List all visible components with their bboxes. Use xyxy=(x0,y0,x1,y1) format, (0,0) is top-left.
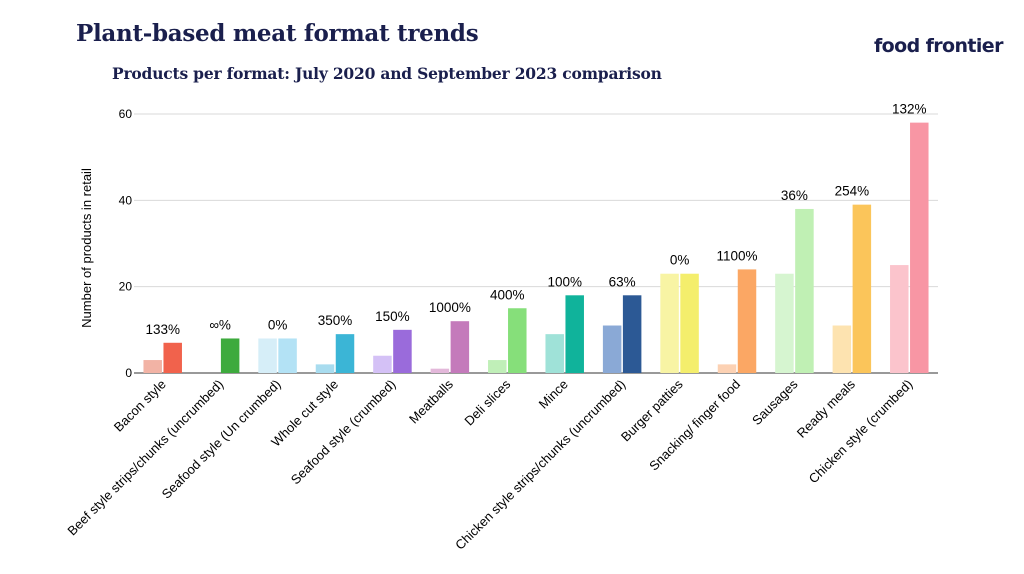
growth-label: 63% xyxy=(609,274,636,289)
bar-2020 xyxy=(430,368,450,373)
category-label: Bacon style xyxy=(111,377,169,435)
y-axis-label: Number of products in retail xyxy=(79,168,94,328)
category-label: Meatballs xyxy=(406,376,456,426)
bar-2020 xyxy=(315,364,335,373)
bar-2023 xyxy=(795,208,814,373)
y-axis-ticks: 0 20 40 60 xyxy=(119,107,133,380)
growth-label: 36% xyxy=(781,188,808,203)
growth-label: 350% xyxy=(318,313,353,328)
bar-2023 xyxy=(335,334,355,373)
growth-label: 132% xyxy=(892,102,927,117)
growth-label: 100% xyxy=(547,274,582,289)
bar-2020 xyxy=(717,364,737,373)
y-tick-label: 0 xyxy=(125,366,132,380)
bar-2023 xyxy=(508,308,527,373)
category-label: Mince xyxy=(536,377,571,412)
bar-2023 xyxy=(278,338,297,373)
category-label: Sausages xyxy=(749,376,801,428)
bars xyxy=(143,122,929,373)
bar-2023 xyxy=(450,321,470,373)
bar-2023 xyxy=(220,338,240,373)
growth-label: 133% xyxy=(145,322,180,337)
bar-2023 xyxy=(910,122,929,373)
bar-2023 xyxy=(852,204,872,373)
bar-2020 xyxy=(488,360,507,373)
growth-label: 1000% xyxy=(429,300,471,315)
y-tick-label: 40 xyxy=(119,193,133,207)
food-frontier-logo: food frontier xyxy=(874,35,1003,57)
bar-2020 xyxy=(258,338,277,373)
growth-label: 1100% xyxy=(716,248,757,263)
growth-label: 0% xyxy=(670,253,690,268)
bar-2020 xyxy=(775,273,794,373)
growth-labels: 133% ∞% 0% 350% 150% 1000% 400% 100% 63% 0% 1100% 3… xyxy=(145,102,926,337)
category-label: Chicken style (crumbed) xyxy=(806,377,916,487)
chart-subtitle: Products per format: July 2020 and Septe… xyxy=(112,64,662,83)
bar-2020 xyxy=(890,265,909,373)
bar-2023 xyxy=(737,269,757,373)
category-label: Seafood style (Un crumbed) xyxy=(159,377,284,502)
growth-label: 400% xyxy=(490,287,525,302)
growth-label: 0% xyxy=(268,317,288,332)
bar-2023 xyxy=(163,342,182,373)
chart-title: Plant-based meat format trends xyxy=(76,20,479,47)
bar-2020 xyxy=(832,325,852,373)
y-tick-label: 20 xyxy=(119,280,133,294)
y-tick-label: 60 xyxy=(119,107,133,121)
bar-2023 xyxy=(680,273,699,373)
growth-label: 254% xyxy=(835,184,870,199)
bar-2023 xyxy=(622,295,642,373)
growth-label: 150% xyxy=(375,309,410,324)
bar-2020 xyxy=(660,273,679,373)
bar-2020 xyxy=(602,325,622,373)
bar-2020 xyxy=(143,360,162,373)
category-label: Deli slices xyxy=(461,376,513,428)
category-label: Seafood style (crumbed) xyxy=(288,377,399,488)
bar-2023 xyxy=(393,329,412,373)
category-label: Ready meals xyxy=(794,376,859,441)
bar-2020 xyxy=(545,334,564,373)
gridlines xyxy=(134,113,938,374)
bar-2020 xyxy=(373,355,392,373)
growth-label: ∞% xyxy=(209,317,231,332)
bar-2023 xyxy=(565,295,584,373)
